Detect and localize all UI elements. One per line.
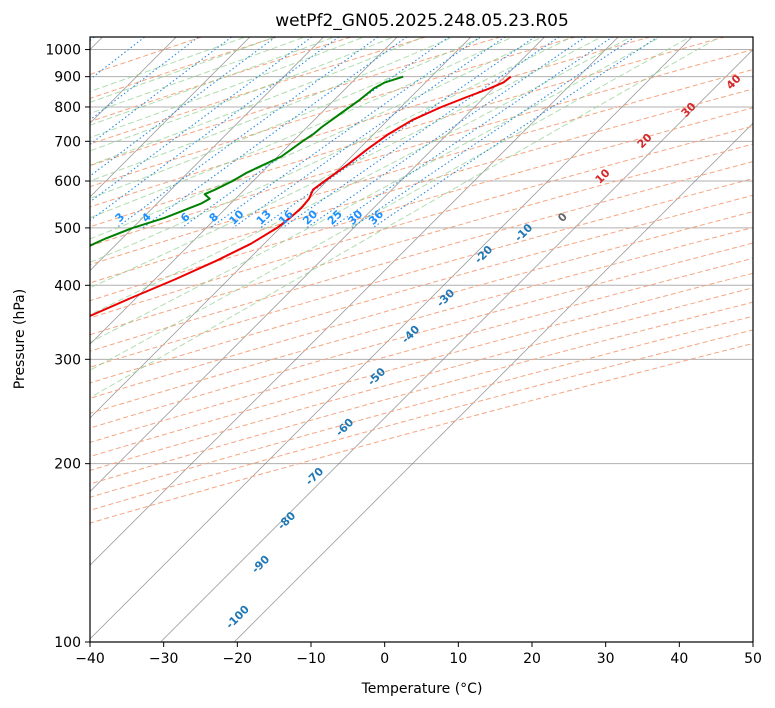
y-tick-label: 100 <box>54 635 81 651</box>
y-tick-label: 500 <box>54 221 81 237</box>
y-tick-label: 400 <box>54 278 81 294</box>
dry-adiabat-line <box>90 315 753 498</box>
y-tick-label: 300 <box>54 352 81 368</box>
x-tick-label: 50 <box>744 651 762 667</box>
dry-adiabat-line <box>90 161 753 352</box>
mixing-ratio-line <box>142 37 408 229</box>
plot-frame <box>89 36 754 643</box>
dry-adiabat-line <box>90 37 727 228</box>
moist-adiabat-line <box>90 37 514 219</box>
x-tick-label: 30 <box>597 651 615 667</box>
y-tick-label: 1000 <box>45 43 81 59</box>
moist-adiabat-line <box>90 37 277 103</box>
isotherm-line <box>159 48 753 642</box>
dry-adiabat-line <box>90 37 577 188</box>
moist-adiabats <box>90 37 721 399</box>
moist-adiabat-line <box>90 37 366 139</box>
moist-adiabat-line <box>90 37 692 371</box>
mixing-ratio-line <box>115 37 379 229</box>
x-axis-ticks: −40 −30 −20 −10 0 10 20 30 40 50 <box>75 642 762 667</box>
moist-adiabat-line <box>90 37 573 263</box>
dry-adiabat-line <box>90 49 753 247</box>
x-tick-label: 40 <box>670 651 688 667</box>
mixing-ratio-line <box>330 37 614 229</box>
x-tick-label: 20 <box>523 651 541 667</box>
mixing-ratio-line <box>90 37 313 203</box>
mixing-ratio-line <box>90 37 340 222</box>
isotherm-line <box>90 37 693 640</box>
y-tick-label: 700 <box>54 134 81 150</box>
isotherm-line <box>233 122 753 642</box>
mixing-ratio-line <box>306 37 587 229</box>
series-dewpoint-line <box>90 75 404 247</box>
chart-title: wetPf2_GN05.2025.248.05.23.R05 <box>275 11 569 31</box>
moist-adiabat-line <box>90 37 603 289</box>
plot-area: 0.10.20.40.611.52346810131620253036-100-… <box>90 37 753 642</box>
isotherm-line <box>90 37 325 272</box>
x-tick-label: 10 <box>449 651 467 667</box>
moist-adiabat-line <box>90 37 455 182</box>
x-axis-label: Temperature (°C) <box>361 681 483 697</box>
isotherm-line <box>90 37 398 345</box>
y-tick-label: 200 <box>54 457 81 473</box>
isotherm-line <box>90 37 619 566</box>
dry-adiabat-line <box>90 37 652 208</box>
y-tick-label: 600 <box>54 174 81 190</box>
mixing-ratio-line <box>209 37 482 229</box>
x-tick-label: −40 <box>75 651 105 667</box>
y-axis-label: Pressure (hPa) <box>12 289 28 389</box>
moist-adiabat-line <box>90 37 721 399</box>
x-tick-label: 0 <box>380 651 389 667</box>
x-tick-label: −30 <box>149 651 179 667</box>
dry-adiabat-line <box>90 37 502 167</box>
isotherm-line <box>90 37 251 198</box>
moist-adiabat-line <box>90 37 425 166</box>
moist-adiabat-line <box>90 37 662 343</box>
dry-adiabat-line <box>90 107 753 302</box>
dry-adiabat-line <box>90 143 753 336</box>
x-tick-label: −20 <box>223 651 253 667</box>
dry-adiabats <box>90 37 753 524</box>
mixing-ratio-line <box>372 37 659 229</box>
profile-lines <box>90 75 512 318</box>
y-axis-ticks: 1000 900 800 700 600 500 400 300 200 100 <box>45 43 90 651</box>
y-tick-label: 900 <box>54 70 81 86</box>
series-temperature-line <box>90 75 512 318</box>
moist-adiabat-line <box>90 37 336 126</box>
dry-adiabat-line <box>90 68 753 266</box>
x-tick-label: −10 <box>296 651 326 667</box>
dry-adiabat-line <box>90 342 753 524</box>
moist-adiabat-line <box>90 37 544 240</box>
dry-adiabat-line <box>90 178 753 368</box>
isobar-grid <box>90 49 753 642</box>
moist-adiabat-line <box>90 37 247 93</box>
dry-adiabat-line <box>90 329 753 511</box>
y-tick-label: 800 <box>54 100 81 116</box>
mixing-ratio-line <box>232 37 506 229</box>
